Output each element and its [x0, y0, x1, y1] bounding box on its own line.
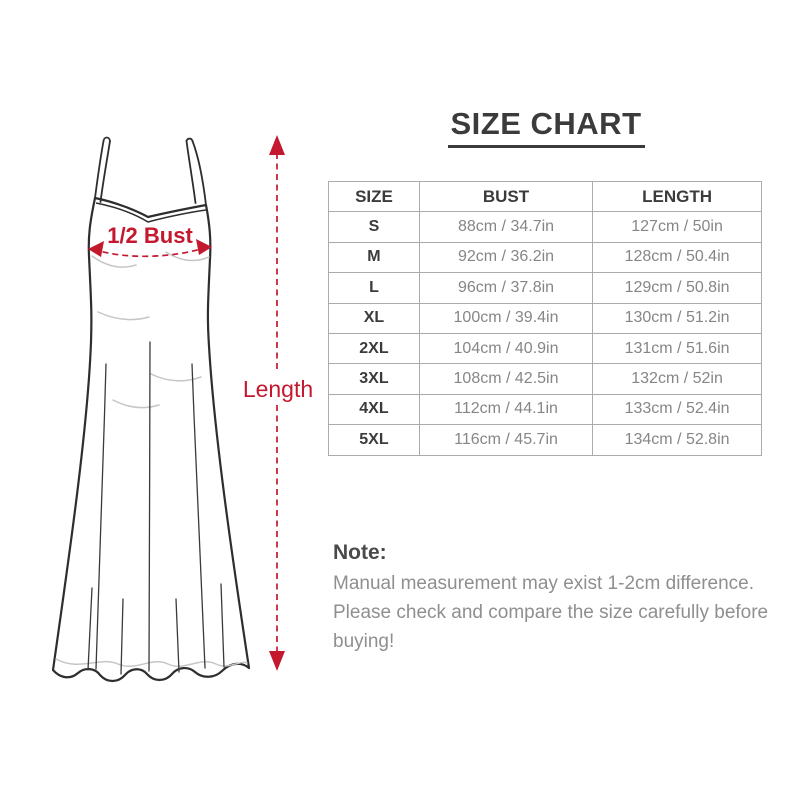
- dress-illustration: 1/2 Bust Length: [51, 135, 313, 683]
- table-header-row: SIZE BUST LENGTH: [328, 180, 762, 213]
- neckline-trim: [95, 202, 207, 223]
- note-heading: Note:: [333, 541, 387, 564]
- table-row: 2XL 104cm / 40.9in 131cm / 51.6in: [328, 332, 762, 365]
- table-row: XL 100cm / 39.4in 130cm / 51.2in: [328, 302, 762, 334]
- cell-bust: 92cm / 36.2in: [418, 241, 594, 274]
- bust-label: 1/2 Bust: [107, 223, 193, 248]
- cell-length: 127cm / 50in: [592, 211, 762, 243]
- cell-length: 129cm / 50.8in: [592, 272, 762, 304]
- cell-bust: 104cm / 40.9in: [418, 332, 594, 365]
- cell-bust: 100cm / 39.4in: [418, 302, 594, 334]
- cell-size: 5XL: [328, 424, 420, 456]
- cell-size: M: [328, 241, 420, 274]
- cell-size: L: [328, 272, 420, 304]
- cell-bust: 112cm / 44.1in: [418, 393, 594, 426]
- column-header-bust: BUST: [418, 180, 594, 213]
- cell-length: 132cm / 52in: [592, 363, 762, 395]
- cell-length: 131cm / 51.6in: [592, 332, 762, 365]
- size-table: SIZE BUST LENGTH S 88cm / 34.7in 127cm / 50i…: [328, 180, 762, 456]
- skirt-folds: [87, 341, 225, 675]
- cell-length: 134cm / 52.8in: [592, 424, 762, 456]
- bust-measure-arrow: 1/2 Bust: [88, 223, 212, 258]
- length-measure-arrow: Length: [243, 135, 313, 671]
- cell-length: 133cm / 52.4in: [592, 393, 762, 426]
- table-row: 3XL 108cm / 42.5in 132cm / 52in: [328, 363, 762, 395]
- cell-size: XL: [328, 302, 420, 334]
- size-table-body: S 88cm / 34.7in 127cm / 50in M 92cm / 36.2in…: [328, 211, 762, 456]
- table-row: 4XL 112cm / 44.1in 133cm / 52.4in: [328, 393, 762, 426]
- dress-straps: [94, 136, 207, 206]
- column-header-size: SIZE: [328, 180, 420, 213]
- cell-bust: 116cm / 45.7in: [418, 424, 594, 456]
- table-row: L 96cm / 37.8in 129cm / 50.8in: [328, 272, 762, 304]
- page-title: SIZE CHART: [447, 106, 645, 149]
- note-block: Note: Manual measurement may exist 1-2cm…: [333, 541, 800, 657]
- cell-size: 4XL: [328, 393, 420, 426]
- title-wrap: SIZE CHART: [330, 106, 762, 149]
- dress-outline: [51, 196, 251, 683]
- table-row: S 88cm / 34.7in 127cm / 50in: [328, 211, 762, 243]
- cell-length: 130cm / 51.2in: [592, 302, 762, 334]
- note-text: Manual measurement may exist 1-2cm diffe…: [333, 573, 769, 652]
- table-row: 5XL 116cm / 45.7in 134cm / 52.8in: [328, 424, 762, 456]
- cell-size: 3XL: [328, 363, 420, 395]
- fabric-wrinkles: [55, 251, 248, 667]
- cell-bust: 88cm / 34.7in: [418, 211, 594, 243]
- table-row: M 92cm / 36.2in 128cm / 50.4in: [328, 241, 762, 274]
- cell-size: 2XL: [328, 332, 420, 365]
- cell-size: S: [328, 211, 420, 243]
- cell-bust: 96cm / 37.8in: [418, 272, 594, 304]
- length-label: Length: [243, 376, 313, 402]
- column-header-length: LENGTH: [592, 180, 762, 213]
- cell-length: 128cm / 50.4in: [592, 241, 762, 274]
- cell-bust: 108cm / 42.5in: [418, 363, 594, 395]
